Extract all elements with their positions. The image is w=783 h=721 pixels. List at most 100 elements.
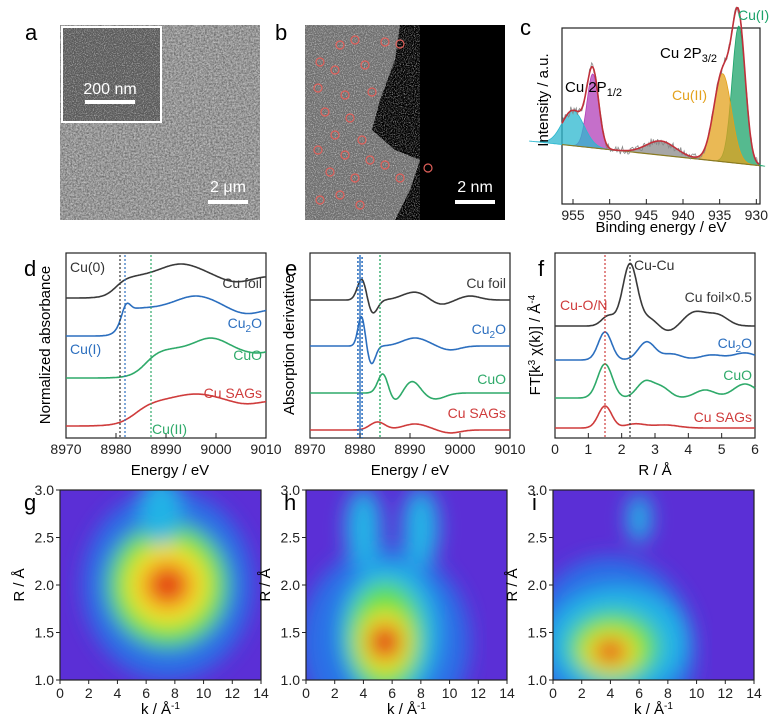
ytick-label: 1.5: [528, 625, 548, 641]
xanes-chart: 8970 8980 8990 9000 9010 Normalized absorban…: [37, 252, 282, 479]
wavelet-i: 0 2 4 6 8 10 12 14 1.0 1.5 2.0 2.5 3.0 k / Å-1 R / Å: [504, 482, 762, 718]
xps-xtick-label: 940: [671, 207, 695, 223]
xtick-label: 9000: [200, 441, 231, 457]
atom-marker: [367, 87, 377, 97]
series-line-cu-foil: [66, 263, 267, 299]
heatmap-contours: [553, 493, 696, 680]
panel-letter-b: b: [275, 20, 287, 45]
stem-scalebar-label: 2 nm: [457, 179, 493, 196]
ytick-label: 1.5: [281, 625, 301, 641]
series-line-cuo: [310, 373, 510, 401]
series-line-cu-sags: [310, 421, 510, 434]
ytick-label: 3.0: [35, 482, 55, 498]
atom-marker: [360, 60, 370, 70]
xps-label-cu1: Cu(I): [738, 7, 769, 23]
xtick-label: 8: [417, 685, 425, 701]
inset-scalebar-label: 200 nm: [83, 81, 136, 98]
xps-baseline: [561, 143, 761, 167]
xtick-label: 12: [470, 685, 486, 701]
xps-xlabel: Binding energy / eV: [596, 219, 727, 236]
xtick-label: 9000: [444, 441, 475, 457]
heatmap-level: [140, 490, 181, 544]
xtick-label: 14: [746, 685, 762, 701]
xtick-label: 9010: [494, 441, 525, 457]
xtick-label: 8990: [150, 441, 181, 457]
xtick-label: 1: [584, 441, 592, 457]
heatmap-level: [594, 639, 627, 664]
single-atom-markers: [313, 35, 433, 210]
xtick-label: 6: [635, 685, 643, 701]
panel-letter-g: g: [24, 490, 36, 515]
series-line-cu-foil: [310, 278, 510, 314]
ft-label-cuon: Cu-O/N: [560, 297, 607, 313]
derivative-legend-foil: Cu foil: [466, 275, 506, 291]
wavelet-heatmap: [306, 490, 507, 680]
panel-letter-e: e: [285, 256, 297, 281]
wavelet-g: 0 2 4 6 8 10 12 14 1.0 1.5 2.0 2.5 3.0 k / Å-1 R / Å: [11, 482, 269, 718]
wavelet-xlabel: k / Å-1: [141, 701, 180, 718]
derivative-legend-sags: Cu SAGs: [448, 405, 506, 421]
ft-legend-cu2o: Cu2O: [718, 335, 752, 355]
derivative-xlabel: Energy / eV: [371, 462, 449, 479]
stem-scalebar: [455, 200, 495, 204]
sem-image: 200 nm 2 μm: [60, 25, 260, 220]
xtick-label: 5: [718, 441, 726, 457]
xtick-label: 4: [607, 685, 615, 701]
atom-marker: [350, 173, 360, 183]
xtick-label: 3: [651, 441, 659, 457]
wavelet-heatmap: [60, 490, 261, 680]
wavelet-xlabel-main: k / Å: [141, 701, 171, 718]
xtick-label: 14: [499, 685, 515, 701]
ft-legend-sags: Cu SAGs: [694, 409, 752, 425]
xtick-label: 4: [360, 685, 368, 701]
xps-xtick-label: 950: [598, 207, 622, 223]
wavelet-xlabel-main: k / Å: [387, 701, 417, 718]
atom-marker: [350, 35, 360, 45]
wavelet-xlabel-sup: -1: [664, 701, 673, 712]
xtick-label: 10: [442, 685, 458, 701]
xtick-label: 4: [114, 685, 122, 701]
stem-image: 2 nm: [305, 25, 505, 220]
ft-label-cucu: Cu-Cu: [634, 257, 674, 273]
xtick-label: 6: [388, 685, 396, 701]
atom-marker: [345, 113, 355, 123]
series-line-cu2o: [310, 315, 510, 365]
atom-marker: [335, 40, 345, 50]
xtick-label: 0: [549, 685, 557, 701]
ft-legend-cuo: CuO: [723, 367, 752, 383]
xtick-label: 10: [196, 685, 212, 701]
xps-ylabel: Intensity / a.u.: [535, 53, 552, 146]
atom-marker: [315, 195, 325, 205]
xtick-label: 2: [578, 685, 586, 701]
xanes-legend-sags: Cu SAGs: [204, 385, 262, 401]
atom-marker: [340, 90, 350, 100]
atom-marker: [320, 107, 330, 117]
xtick-label: 9010: [250, 441, 281, 457]
ytick-label: 2.0: [281, 577, 301, 593]
atom-marker: [330, 130, 340, 140]
series-line-cu2o: [555, 331, 756, 361]
atom-marker: [313, 83, 323, 93]
derivative-legend-cuo: CuO: [477, 371, 506, 387]
atom-marker: [315, 57, 325, 67]
heatmap-level: [627, 493, 652, 544]
atom-marker: [330, 65, 340, 75]
xtick-label: 2: [331, 685, 339, 701]
panel-letter-d: d: [24, 256, 36, 281]
xtick-label: 6: [751, 441, 759, 457]
sem-scalebar-label: 2 μm: [210, 179, 246, 196]
atom-marker: [325, 167, 335, 177]
panel-letter-c: c: [520, 15, 531, 40]
ft-legend-foil: Cu foil×0.5: [685, 289, 753, 305]
panel-letter-a: a: [25, 20, 38, 45]
xtick-label: 0: [302, 685, 310, 701]
ytick-label: 2.5: [35, 530, 55, 546]
derivative-chart: 8970 8980 8990 9000 9010 Absorption derivati…: [281, 252, 526, 479]
xtick-label: 8980: [100, 441, 131, 457]
wavelet-heatmap: [553, 490, 754, 680]
atom-marker: [335, 190, 345, 200]
ytick-label: 1.5: [35, 625, 55, 641]
ytick-label: 1.0: [281, 672, 301, 688]
panel-letter-i: i: [532, 490, 537, 515]
